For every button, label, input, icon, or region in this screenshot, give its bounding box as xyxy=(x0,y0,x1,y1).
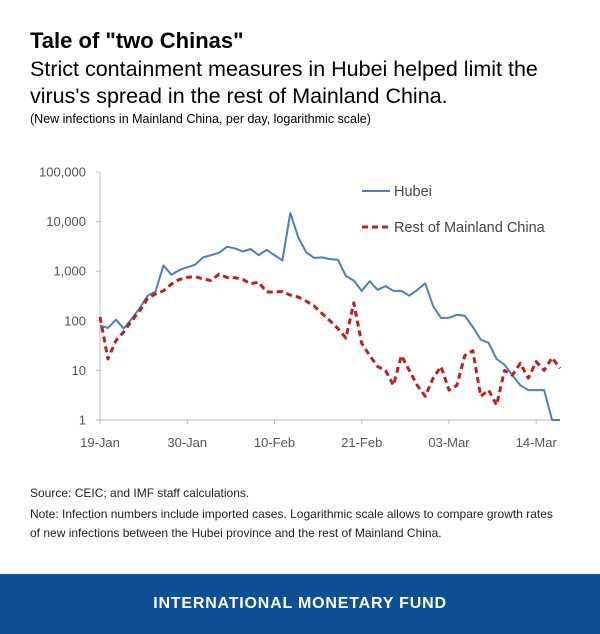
y-tick-label: 100 xyxy=(64,313,86,328)
chart: 1 10 100 1,000 10,000 100,000 19-Jan 30-Jan 10-F… xyxy=(39,165,562,450)
legend-label: Rest of Mainland China xyxy=(394,220,546,236)
axes: 1 10 100 1,000 10,000 100,000 19-Jan 30-Jan 10-F… xyxy=(39,165,560,450)
x-tick-label: 10-Feb xyxy=(254,435,295,450)
legend-label: Hubei xyxy=(394,184,432,200)
y-tick-label: 10 xyxy=(72,363,86,378)
x-tick-label: 21-Feb xyxy=(341,435,382,450)
footnote-line-1: Note: Infection numbers include imported… xyxy=(30,507,553,521)
y-tick-label: 100,000 xyxy=(39,165,86,180)
imf-brand: INTERNATIONAL MONETARY FUND xyxy=(153,595,447,612)
x-tick-label: 30-Jan xyxy=(167,435,207,450)
chart-subtitle: Strict containment measures in Hubei hel… xyxy=(30,57,538,108)
x-tick-label: 03-Mar xyxy=(428,435,470,450)
chart-units-note: (New infections in Mainland China, per d… xyxy=(30,112,371,126)
x-tick-label: 14-Mar xyxy=(516,435,558,450)
series-line-rest-of-mainland-china xyxy=(98,272,562,407)
y-tick-label: 1 xyxy=(79,413,86,428)
legend: Hubei Rest of Mainland China xyxy=(362,184,546,236)
footnote-line-2: of new infections between the Hubei prov… xyxy=(30,526,442,540)
x-tick-label: 19-Jan xyxy=(80,435,120,450)
plot-lines xyxy=(98,212,562,421)
series-line-hubei xyxy=(99,212,560,421)
y-tick-label: 1,000 xyxy=(53,264,86,279)
source-note: Source: CEIC; and IMF staff calculations… xyxy=(30,486,250,500)
y-tick-label: 10,000 xyxy=(46,214,86,229)
footer-banner: INTERNATIONAL MONETARY FUND xyxy=(0,574,600,634)
chart-title: Tale of "two Chinas" xyxy=(30,28,244,53)
